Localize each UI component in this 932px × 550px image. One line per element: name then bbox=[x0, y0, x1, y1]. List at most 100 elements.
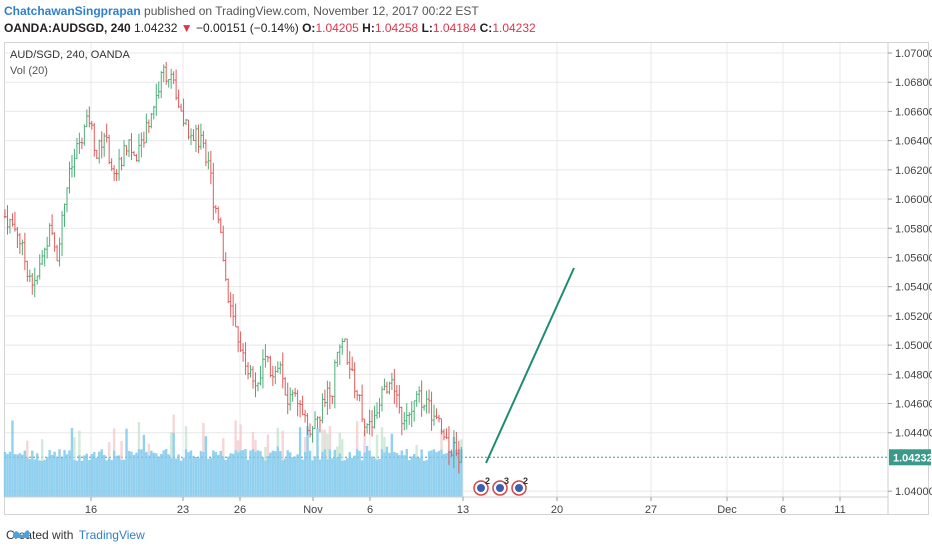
volume-bar bbox=[172, 432, 175, 497]
volume-bar bbox=[179, 460, 183, 497]
y-tick-label: 1.05600 bbox=[895, 252, 932, 264]
volume-bar bbox=[107, 457, 111, 497]
volume-bar bbox=[192, 455, 195, 497]
volume-bar bbox=[266, 455, 270, 497]
volume-bar bbox=[328, 449, 332, 497]
volume-bar-ghost bbox=[338, 432, 341, 454]
volume-bar bbox=[313, 456, 317, 497]
volume-bar-ghost bbox=[236, 440, 240, 453]
volume-bar-ghost bbox=[341, 439, 344, 461]
volume-bar-ghost bbox=[73, 437, 76, 460]
volume-bar bbox=[45, 456, 49, 497]
volume-bar bbox=[276, 446, 279, 497]
event-badge[interactable]: 2 bbox=[473, 476, 490, 496]
symbol-line: OANDA:AUDSGD, 240 bbox=[4, 21, 131, 35]
volume-bar bbox=[331, 458, 334, 497]
event-count: 3 bbox=[504, 476, 509, 486]
x-tick-label: 23 bbox=[177, 504, 189, 516]
volume-bar bbox=[351, 457, 354, 497]
y-tick-label: 1.06400 bbox=[895, 136, 932, 148]
y-tick-label: 1.04000 bbox=[895, 486, 932, 498]
y-tick-label: 1.05200 bbox=[895, 311, 932, 323]
volume-bar-ghost bbox=[336, 446, 339, 458]
volume-bar-ghost bbox=[169, 432, 173, 459]
volume-bar bbox=[460, 449, 463, 497]
volume-bar bbox=[326, 459, 329, 497]
close-label: C: bbox=[479, 21, 493, 35]
series-legend[interactable]: AUD/SGD, 240, OANDA bbox=[10, 49, 130, 61]
volume-bar bbox=[8, 451, 12, 497]
volume-bars bbox=[3, 414, 463, 497]
volume-bar bbox=[378, 458, 381, 497]
volume-bar bbox=[23, 450, 27, 497]
open-label: O: bbox=[302, 21, 316, 35]
annotations[interactable]: 2 3 2 bbox=[473, 267, 575, 496]
volume-bar-ghost bbox=[120, 441, 123, 461]
event-badge[interactable]: 2 bbox=[511, 476, 528, 496]
volume-bar bbox=[281, 460, 284, 497]
volume-bar bbox=[36, 453, 39, 497]
y-tick-label: 1.06200 bbox=[895, 165, 932, 177]
volume-bar bbox=[380, 449, 384, 497]
y-tick-label: 1.05800 bbox=[895, 223, 932, 235]
volume-bar bbox=[427, 451, 431, 497]
publish-info: ChatchawanSingprapan published on Tradin… bbox=[4, 4, 479, 18]
author-link[interactable]: ChatchawanSingprapan bbox=[4, 4, 141, 18]
volume-bar bbox=[189, 450, 193, 497]
volume-bar bbox=[306, 426, 309, 497]
volume-bar bbox=[147, 455, 151, 497]
volume-bar bbox=[65, 454, 69, 497]
volume-bar bbox=[18, 453, 22, 497]
volume-bar bbox=[271, 450, 275, 497]
volume-bar bbox=[11, 420, 14, 497]
volume-bar bbox=[28, 459, 31, 497]
volume-bar bbox=[365, 445, 369, 497]
volume-bar-ghost bbox=[355, 421, 359, 450]
volume-legend[interactable]: Vol (20) bbox=[10, 65, 48, 77]
volume-bar-ghost bbox=[363, 431, 366, 453]
volume-bar bbox=[360, 460, 364, 497]
volume-bar bbox=[346, 458, 349, 497]
volume-bar bbox=[368, 450, 371, 497]
volume-bar-ghost bbox=[303, 437, 307, 452]
y-tick-label: 1.05400 bbox=[895, 282, 932, 294]
event-badge[interactable]: 3 bbox=[492, 476, 509, 496]
volume-bar bbox=[117, 455, 121, 497]
volume-bar bbox=[169, 458, 173, 497]
tradingview-brand-link[interactable]: TradingView bbox=[78, 528, 145, 542]
current-price-label: 1.04232 bbox=[893, 452, 932, 464]
volume-bar bbox=[103, 454, 106, 497]
volume-bar-ghost bbox=[415, 445, 418, 457]
volume-bar bbox=[244, 449, 247, 497]
x-tick-label: 13 bbox=[457, 504, 469, 516]
y-axis[interactable]: 1.07000 1.06800 1.06600 1.06400 1.06200 1.060… bbox=[887, 43, 932, 515]
volume-bar-ghost bbox=[172, 414, 175, 433]
volume-bar bbox=[162, 450, 165, 497]
chart-frame[interactable] bbox=[4, 42, 929, 515]
volume-bar bbox=[445, 453, 448, 497]
volume-bar bbox=[355, 449, 359, 497]
volume-bar bbox=[239, 450, 242, 497]
x-tick-label: 16 bbox=[85, 504, 97, 516]
volume-bar bbox=[150, 450, 153, 497]
volume-bar bbox=[435, 452, 438, 497]
volume-bar bbox=[132, 454, 136, 497]
volume-bar bbox=[31, 450, 34, 497]
volume-bar bbox=[420, 449, 423, 497]
volume-bar bbox=[140, 449, 143, 497]
volume-bar bbox=[6, 453, 9, 497]
volume-bar-ghost bbox=[254, 439, 257, 452]
volume-bar bbox=[98, 451, 101, 497]
volume-bar-ghost bbox=[137, 422, 141, 450]
trend-line[interactable] bbox=[485, 267, 575, 464]
x-tick-label: Dec bbox=[717, 504, 737, 516]
volume-bar bbox=[316, 428, 319, 497]
volume-bar bbox=[135, 452, 138, 497]
volume-bar bbox=[58, 449, 61, 497]
volume-bar bbox=[390, 433, 394, 497]
volume-bar-ghost bbox=[266, 434, 270, 456]
volume-bar bbox=[370, 456, 374, 497]
volume-bar bbox=[338, 453, 341, 497]
x-axis[interactable]: 16 23 26 Nov 6 13 20 27 Dec 6 11 bbox=[5, 496, 888, 516]
